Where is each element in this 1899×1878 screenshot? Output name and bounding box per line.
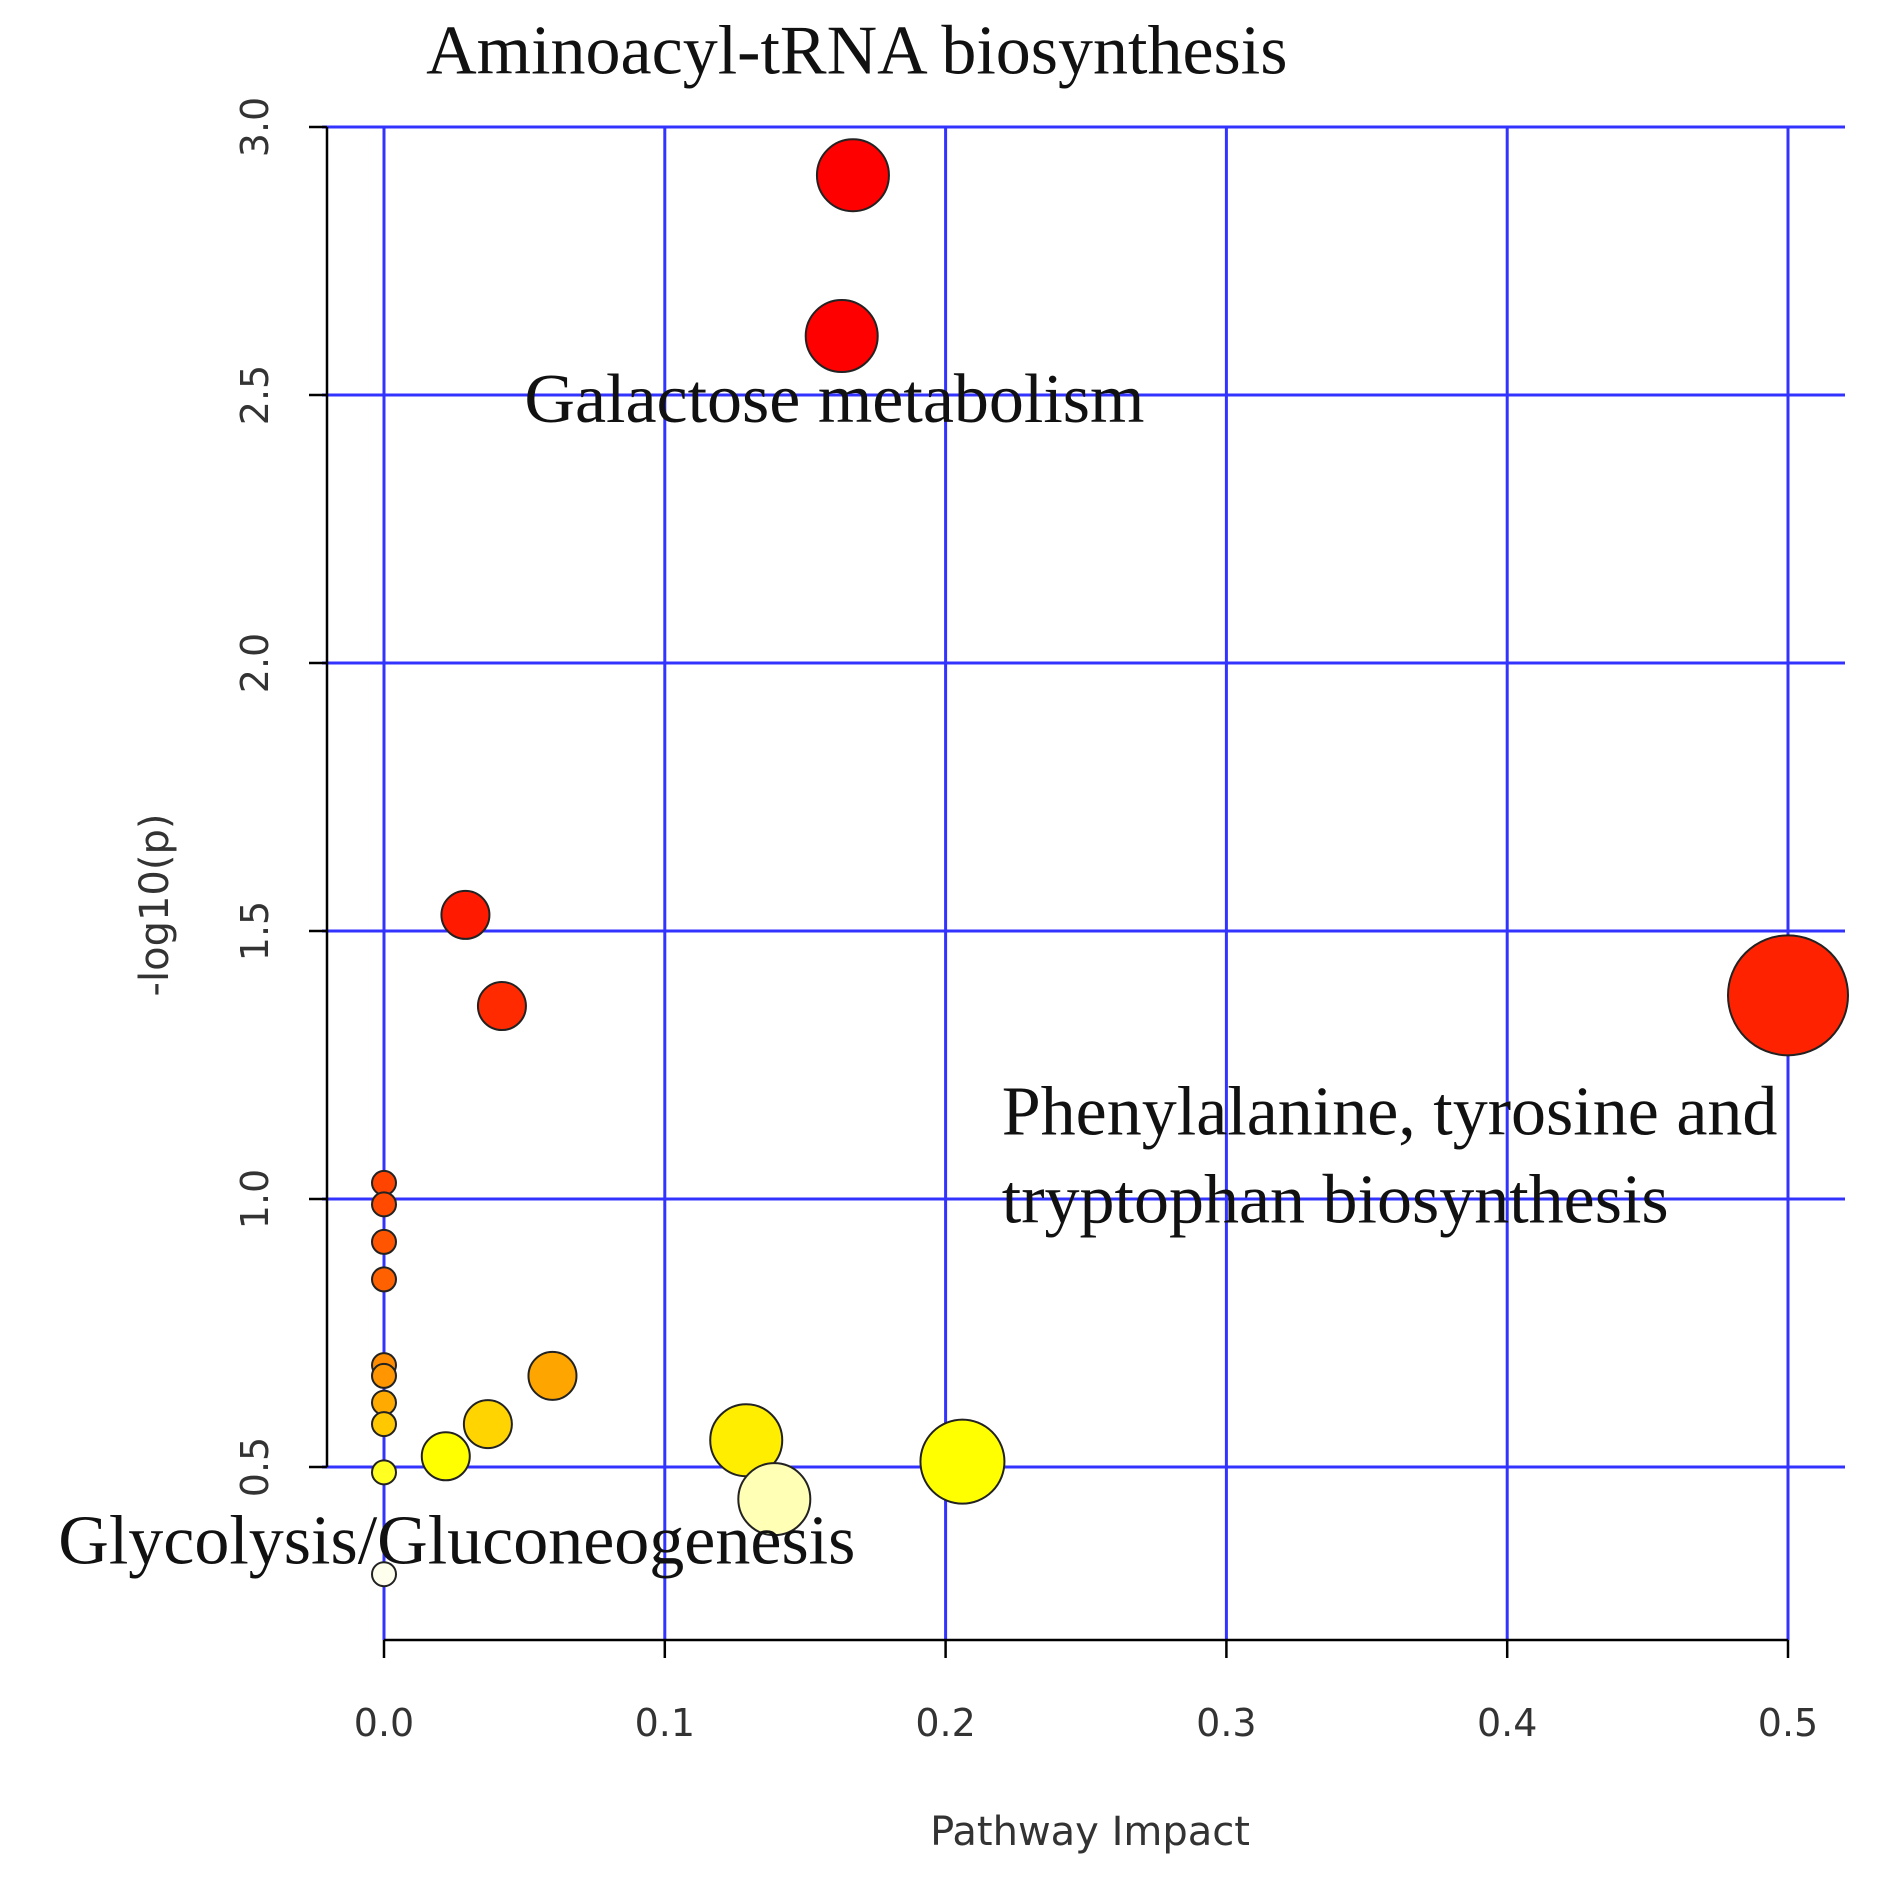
data-point	[371, 1362, 397, 1389]
y-tick-label: 3.0	[233, 97, 277, 157]
annotation-line: tryptophan biosynthesis	[1002, 1162, 1669, 1239]
data-point	[737, 1462, 812, 1537]
data-point	[371, 1266, 397, 1293]
data-point	[527, 1350, 578, 1401]
x-tick-label: 0.0	[354, 1701, 414, 1745]
x-tick-label: 0.4	[1477, 1701, 1537, 1745]
text-layer: 0.5 1.0 1.5 2.0 2.5 3.0 0.0 0.1 0.2 0.3 0.4 0.5 Path…	[58, 12, 1818, 1855]
annotation-aminoacyl: Aminoacyl-tRNA biosynthesis	[426, 12, 1287, 89]
data-point	[919, 1418, 1006, 1505]
data-point	[371, 1561, 397, 1588]
data-point	[1727, 934, 1849, 1057]
y-tick-label: 0.5	[233, 1437, 277, 1497]
points-layer	[371, 138, 1849, 1588]
annotation-line: Glycolysis/Gluconeogenesis	[58, 1502, 855, 1579]
data-point	[804, 299, 879, 374]
annotation-phenylalanine: Phenylalanine, tyrosine and tryptophan bi…	[1002, 1074, 1778, 1239]
x-axis-title: Pathway Impact	[930, 1809, 1250, 1855]
annotation-line: Phenylalanine, tyrosine and	[1002, 1074, 1778, 1151]
x-tick-label: 0.1	[635, 1701, 695, 1745]
y-tick-label: 1.0	[233, 1169, 277, 1229]
data-point	[420, 1431, 471, 1482]
annotation-line: Aminoacyl-tRNA biosynthesis	[426, 12, 1287, 89]
y-tick-label: 2.5	[233, 365, 277, 425]
axes-layer	[309, 125, 1790, 1658]
y-tick-label: 2.0	[233, 633, 277, 693]
data-point	[371, 1191, 397, 1218]
x-tick-label: 0.2	[915, 1701, 975, 1745]
x-tick-label: 0.5	[1758, 1701, 1818, 1745]
y-tick-label: 1.5	[233, 901, 277, 961]
annotation-line: Galactose metabolism	[524, 361, 1144, 438]
data-point	[476, 981, 527, 1032]
grid-layer	[322, 125, 1845, 1640]
data-point	[371, 1389, 397, 1416]
data-point	[371, 1411, 397, 1438]
data-point	[462, 1399, 513, 1450]
annotation-galactose: Galactose metabolism	[524, 361, 1144, 438]
x-tick-label: 0.3	[1196, 1701, 1256, 1745]
data-point	[815, 138, 890, 213]
data-point	[371, 1228, 397, 1255]
data-point	[440, 889, 491, 940]
data-point	[371, 1169, 397, 1196]
y-axis-title: -log10(p)	[132, 814, 178, 997]
data-point	[371, 1459, 397, 1486]
annotation-glycolysis: Glycolysis/Gluconeogenesis	[58, 1502, 855, 1579]
